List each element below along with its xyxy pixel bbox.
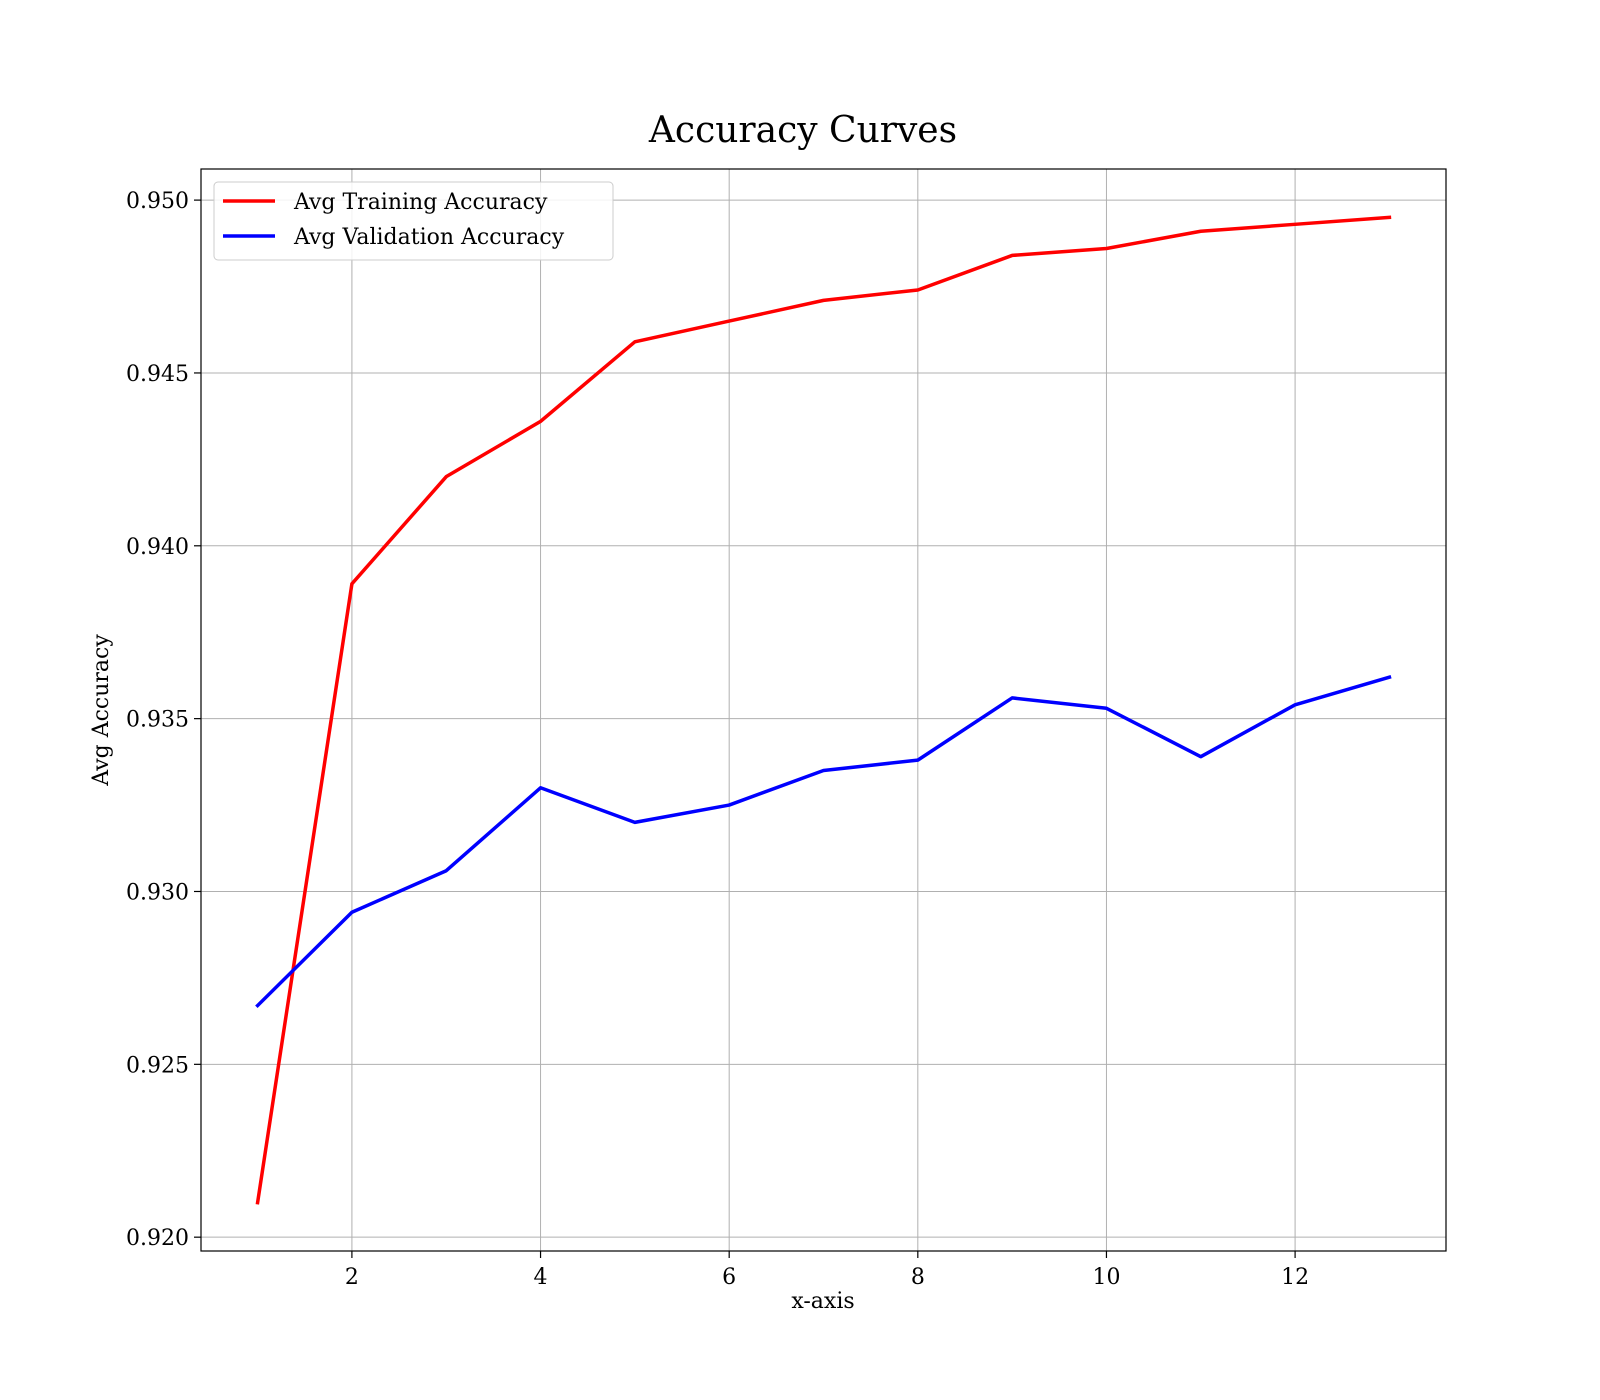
series-line-training — [255, 215, 1392, 1205]
x-tick-label: 6 — [722, 1265, 736, 1290]
legend: Avg Training Accuracy Avg Validation Acc… — [213, 181, 614, 261]
x-tick-label: 12 — [1281, 1265, 1309, 1290]
y-tick-label: 0.930 — [126, 880, 189, 905]
x-tick-label: 4 — [534, 1265, 548, 1290]
y-tick-label: 0.945 — [126, 362, 189, 387]
x-axis-ticks: 2 4 6 8 10 12 — [345, 1251, 1309, 1290]
y-axis-ticks: 0.920 0.925 0.930 0.935 0.940 0.945 0.950 — [126, 189, 201, 1251]
x-tick-label: 10 — [1092, 1265, 1120, 1290]
x-tick-label: 8 — [911, 1265, 925, 1290]
x-axis-label: x-axis — [791, 1289, 854, 1314]
legend-label-validation: Avg Validation Accuracy — [293, 225, 565, 250]
y-tick-label: 0.935 — [126, 708, 189, 733]
legend-label-training: Avg Training Accuracy — [293, 190, 548, 215]
y-axis-label: Avg Accuracy — [89, 634, 114, 787]
x-tick-label: 2 — [345, 1265, 359, 1290]
grid — [201, 169, 1446, 1251]
plot-frame — [200, 168, 1447, 1252]
y-tick-label: 0.950 — [126, 189, 189, 214]
y-tick-label: 0.925 — [126, 1053, 189, 1078]
series-lines — [255, 215, 1392, 1205]
y-tick-label: 0.940 — [126, 535, 189, 560]
y-tick-label: 0.920 — [126, 1226, 189, 1251]
series-line-validation — [255, 674, 1392, 1009]
chart-title: Accuracy Curves — [648, 110, 957, 151]
legend-box — [213, 181, 614, 261]
